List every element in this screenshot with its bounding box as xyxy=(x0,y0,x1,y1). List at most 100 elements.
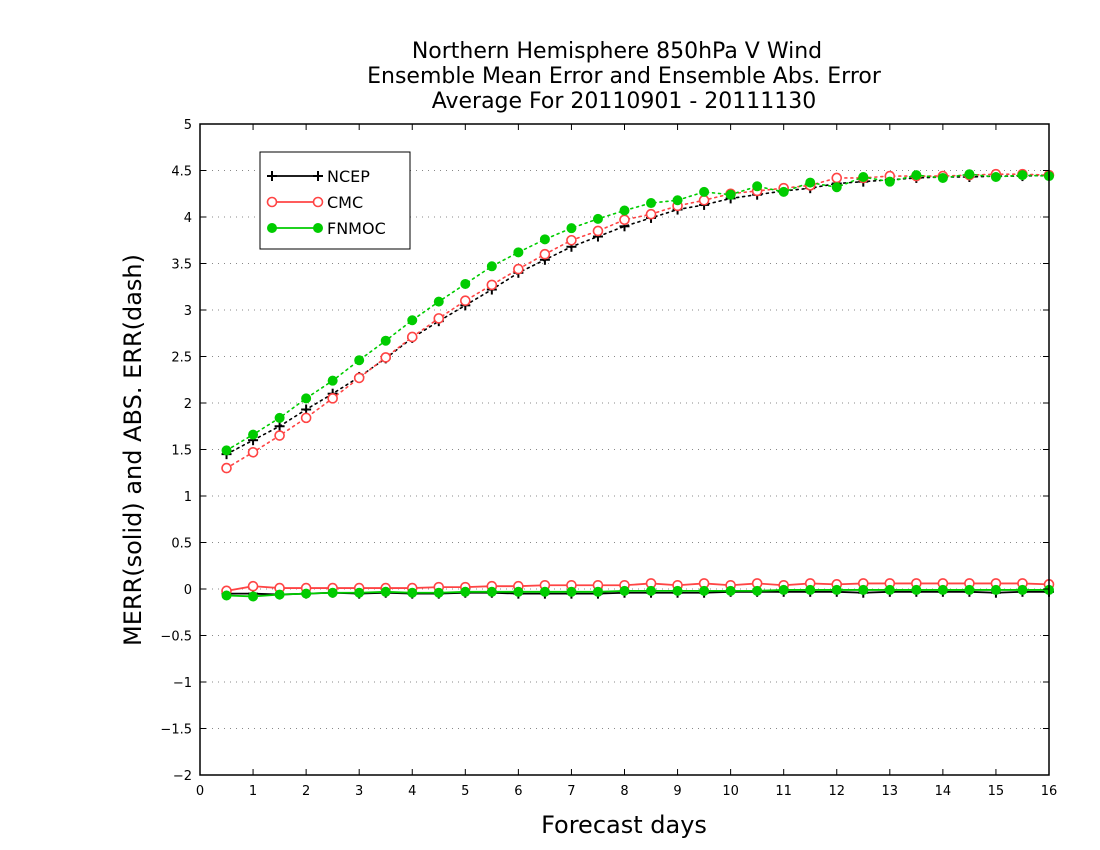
series-cmc-abs-err-point xyxy=(300,412,312,424)
series-fnmoc-merr-point xyxy=(1017,584,1028,595)
y-tick-label: 4 xyxy=(184,211,192,226)
chart-title-line-2: Ensemble Mean Error and Ensemble Abs. Er… xyxy=(367,64,882,89)
x-axis-ticks: 0 1 2 3 4 5 6 7 8 9 10 11 12 13 14 15 16 xyxy=(196,124,1057,799)
series-fnmoc-merr-point xyxy=(380,586,391,597)
series-fnmoc-abs-err-point xyxy=(407,315,418,326)
x-tick-label: 4 xyxy=(408,784,416,799)
series-fnmoc-abs-err-point xyxy=(699,186,710,197)
legend-box xyxy=(259,151,411,250)
series-fnmoc-merr-point xyxy=(699,585,710,596)
series-fnmoc-merr-point xyxy=(513,586,524,597)
legend-label-cmc: CMC xyxy=(327,193,363,212)
x-tick-label: 13 xyxy=(882,784,899,799)
x-axis-label: Forecast days xyxy=(541,811,707,839)
series-cmc-abs-err-point xyxy=(645,208,657,220)
series-cmc-abs-err-point xyxy=(406,331,418,343)
chart-title: Northern Hemisphere 850hPa V Wind Ensemb… xyxy=(367,39,882,114)
series-fnmoc-merr-point xyxy=(805,584,816,595)
legend-marker-ncep xyxy=(267,171,277,181)
series-fnmoc-abs-err-point xyxy=(327,375,338,386)
series-fnmoc-abs-err-point xyxy=(513,247,524,258)
y-axis-label: MERR(solid) and ABS. ERR(dash) xyxy=(119,254,147,646)
series-cmc-abs-err-point xyxy=(221,462,232,474)
x-tick-label: 6 xyxy=(514,784,522,799)
series-fnmoc-abs-err-point xyxy=(725,189,736,200)
series-fnmoc-abs-err-point xyxy=(566,223,577,234)
legend-marker-cmc xyxy=(312,196,324,208)
series-fnmoc-merr-point xyxy=(831,584,842,595)
series-fnmoc-abs-err-point xyxy=(884,176,895,187)
grid-lines xyxy=(200,170,1049,729)
series-fnmoc-abs-err-point xyxy=(805,177,816,188)
y-tick-label: 0 xyxy=(184,583,192,598)
series-fnmoc-merr-point xyxy=(592,586,603,597)
legend-entry-cmc: CMC xyxy=(266,193,363,212)
series-fnmoc-merr-point xyxy=(911,584,922,595)
x-tick-label: 16 xyxy=(1041,784,1058,799)
series-fnmoc-abs-err-point xyxy=(672,195,683,206)
x-tick-label: 11 xyxy=(775,784,792,799)
y-tick-label: 3.5 xyxy=(171,258,192,273)
series-fnmoc-abs-err-point xyxy=(1017,170,1028,181)
x-tick-label: 1 xyxy=(249,784,257,799)
legend: NCEP CMC FNMOC xyxy=(259,151,411,250)
series-cmc-abs-err-point xyxy=(380,352,392,363)
series-fnmoc-abs-err-point xyxy=(354,355,365,366)
legend-label-ncep: NCEP xyxy=(327,167,370,186)
y-tick-label: −1.5 xyxy=(160,723,192,738)
series-fnmoc-abs-err-point xyxy=(380,335,391,346)
series-fnmoc-abs-err-point xyxy=(592,213,603,224)
y-tick-label: 1.5 xyxy=(171,444,192,459)
y-tick-label: 1 xyxy=(184,490,192,505)
series-fnmoc-abs-err-point xyxy=(778,186,789,197)
chart-title-line-3: Average For 20110901 - 20111130 xyxy=(432,89,817,114)
series-fnmoc-abs-err-point xyxy=(990,172,1001,183)
y-tick-label: 3 xyxy=(184,304,192,319)
legend-entry-fnmoc: FNMOC xyxy=(267,219,386,238)
series-cmc-abs-err-point xyxy=(460,295,471,307)
series-fnmoc-merr-point xyxy=(248,591,259,602)
series-fnmoc-merr-point xyxy=(619,585,630,596)
y-tick-label: −0.5 xyxy=(160,630,192,645)
y-tick-label: 4.5 xyxy=(171,165,192,180)
y-tick-label: 5 xyxy=(184,118,192,133)
series-fnmoc-merr-point xyxy=(672,585,683,596)
series-fnmoc-abs-err-point xyxy=(248,429,259,440)
series-cmc-abs-err-point xyxy=(274,430,285,441)
series-fnmoc-merr-point xyxy=(301,588,312,599)
legend-marker-ncep xyxy=(313,171,323,181)
y-tick-label: −2 xyxy=(173,769,192,784)
series-fnmoc-merr-point xyxy=(486,586,497,597)
series-fnmoc-abs-err-point xyxy=(274,412,285,423)
series-fnmoc-merr-point xyxy=(778,584,789,595)
series-fnmoc-abs-err-point xyxy=(301,393,312,404)
series-cmc-abs-err-point xyxy=(619,214,630,226)
series-fnmoc-abs-err-point xyxy=(752,181,763,192)
x-tick-label: 0 xyxy=(196,784,204,799)
series-fnmoc-merr-point xyxy=(539,586,550,597)
series-fnmoc-abs-err-point xyxy=(486,261,497,272)
x-tick-label: 12 xyxy=(828,784,845,799)
series-fnmoc xyxy=(221,169,1054,602)
series-fnmoc-abs-err-point xyxy=(460,278,471,289)
legend-marker-cmc xyxy=(266,196,278,208)
x-tick-label: 3 xyxy=(355,784,363,799)
series-cmc-abs-err-point xyxy=(698,194,710,206)
series-cmc-abs-err-point xyxy=(353,372,365,384)
x-tick-label: 10 xyxy=(722,784,739,799)
legend-entry-ncep: NCEP xyxy=(267,167,370,186)
legend-marker-fnmoc xyxy=(267,223,277,233)
y-axis-ticks: −2 −1.5 −1 −0.5 0 0.5 1 1.5 2 2.5 3 3.5 4 4.5 5 xyxy=(160,118,1049,784)
series-fnmoc-abs-err-point xyxy=(911,170,922,181)
series-cmc-abs-err-point xyxy=(566,234,577,246)
series-fnmoc-abs-err-point xyxy=(539,234,550,245)
y-tick-label: 2.5 xyxy=(171,351,192,366)
series-fnmoc-merr-point xyxy=(354,587,365,598)
series-fnmoc-merr-point xyxy=(990,584,1001,595)
x-tick-label: 2 xyxy=(302,784,310,799)
series-fnmoc-merr-point xyxy=(566,586,577,597)
x-tick-label: 8 xyxy=(620,784,628,799)
series-fnmoc-merr-point xyxy=(407,587,418,598)
legend-label-fnmoc: FNMOC xyxy=(327,219,386,238)
